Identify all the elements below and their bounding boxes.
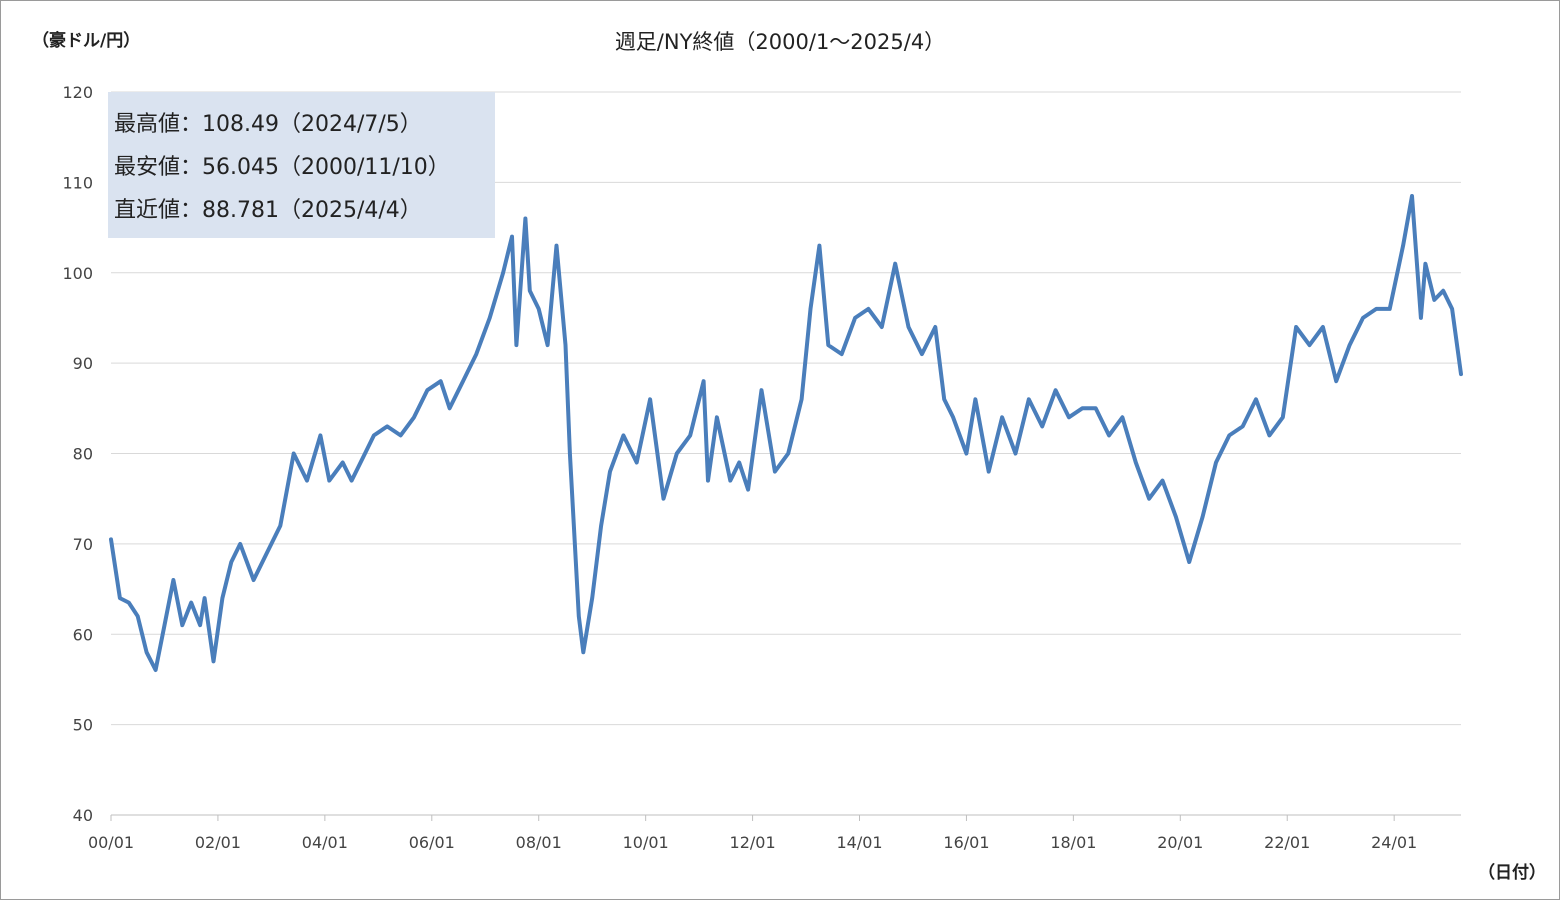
y-tick-label: 110 — [62, 173, 93, 192]
x-tick-label: 06/01 — [409, 833, 455, 852]
y-tick-label: 70 — [73, 535, 93, 554]
stats-box: 最高値：108.49（2024/7/5） 最安値：56.045（2000/11/… — [108, 92, 495, 238]
x-axis-unit-label: （日付） — [1478, 863, 1546, 883]
stat-high: 最高値：108.49（2024/7/5） — [114, 112, 422, 137]
chart-title: 週足/NY終値（2000/1～2025/4） — [614, 30, 946, 54]
stat-latest: 直近値：88.781（2025/4/4） — [114, 198, 422, 223]
x-tick-label: 08/01 — [516, 833, 562, 852]
x-tick-label: 12/01 — [730, 833, 776, 852]
x-tick-label: 02/01 — [195, 833, 241, 852]
x-tick-label: 16/01 — [943, 833, 989, 852]
x-tick-label: 14/01 — [836, 833, 882, 852]
series-line — [109, 194, 1463, 672]
y-tick-label: 80 — [73, 445, 93, 464]
x-tick-label: 20/01 — [1157, 833, 1203, 852]
x-tick-label: 24/01 — [1371, 833, 1417, 852]
y-tick-label: 40 — [73, 806, 93, 825]
y-tick-label: 90 — [73, 354, 93, 373]
y-tick-label: 120 — [62, 83, 93, 102]
x-tick-label: 00/01 — [88, 833, 134, 852]
y-tick-label: 100 — [62, 264, 93, 283]
stat-low: 最安値：56.045（2000/11/10） — [114, 155, 450, 180]
y-tick-label: 60 — [73, 625, 93, 644]
y-tick-label: 50 — [73, 716, 93, 735]
y-axis-unit-label: （豪ドル/円） — [32, 31, 141, 51]
x-tick-label: 04/01 — [302, 833, 348, 852]
x-tick-label: 10/01 — [623, 833, 669, 852]
x-tick-label: 18/01 — [1050, 833, 1096, 852]
x-tick-label: 22/01 — [1264, 833, 1310, 852]
